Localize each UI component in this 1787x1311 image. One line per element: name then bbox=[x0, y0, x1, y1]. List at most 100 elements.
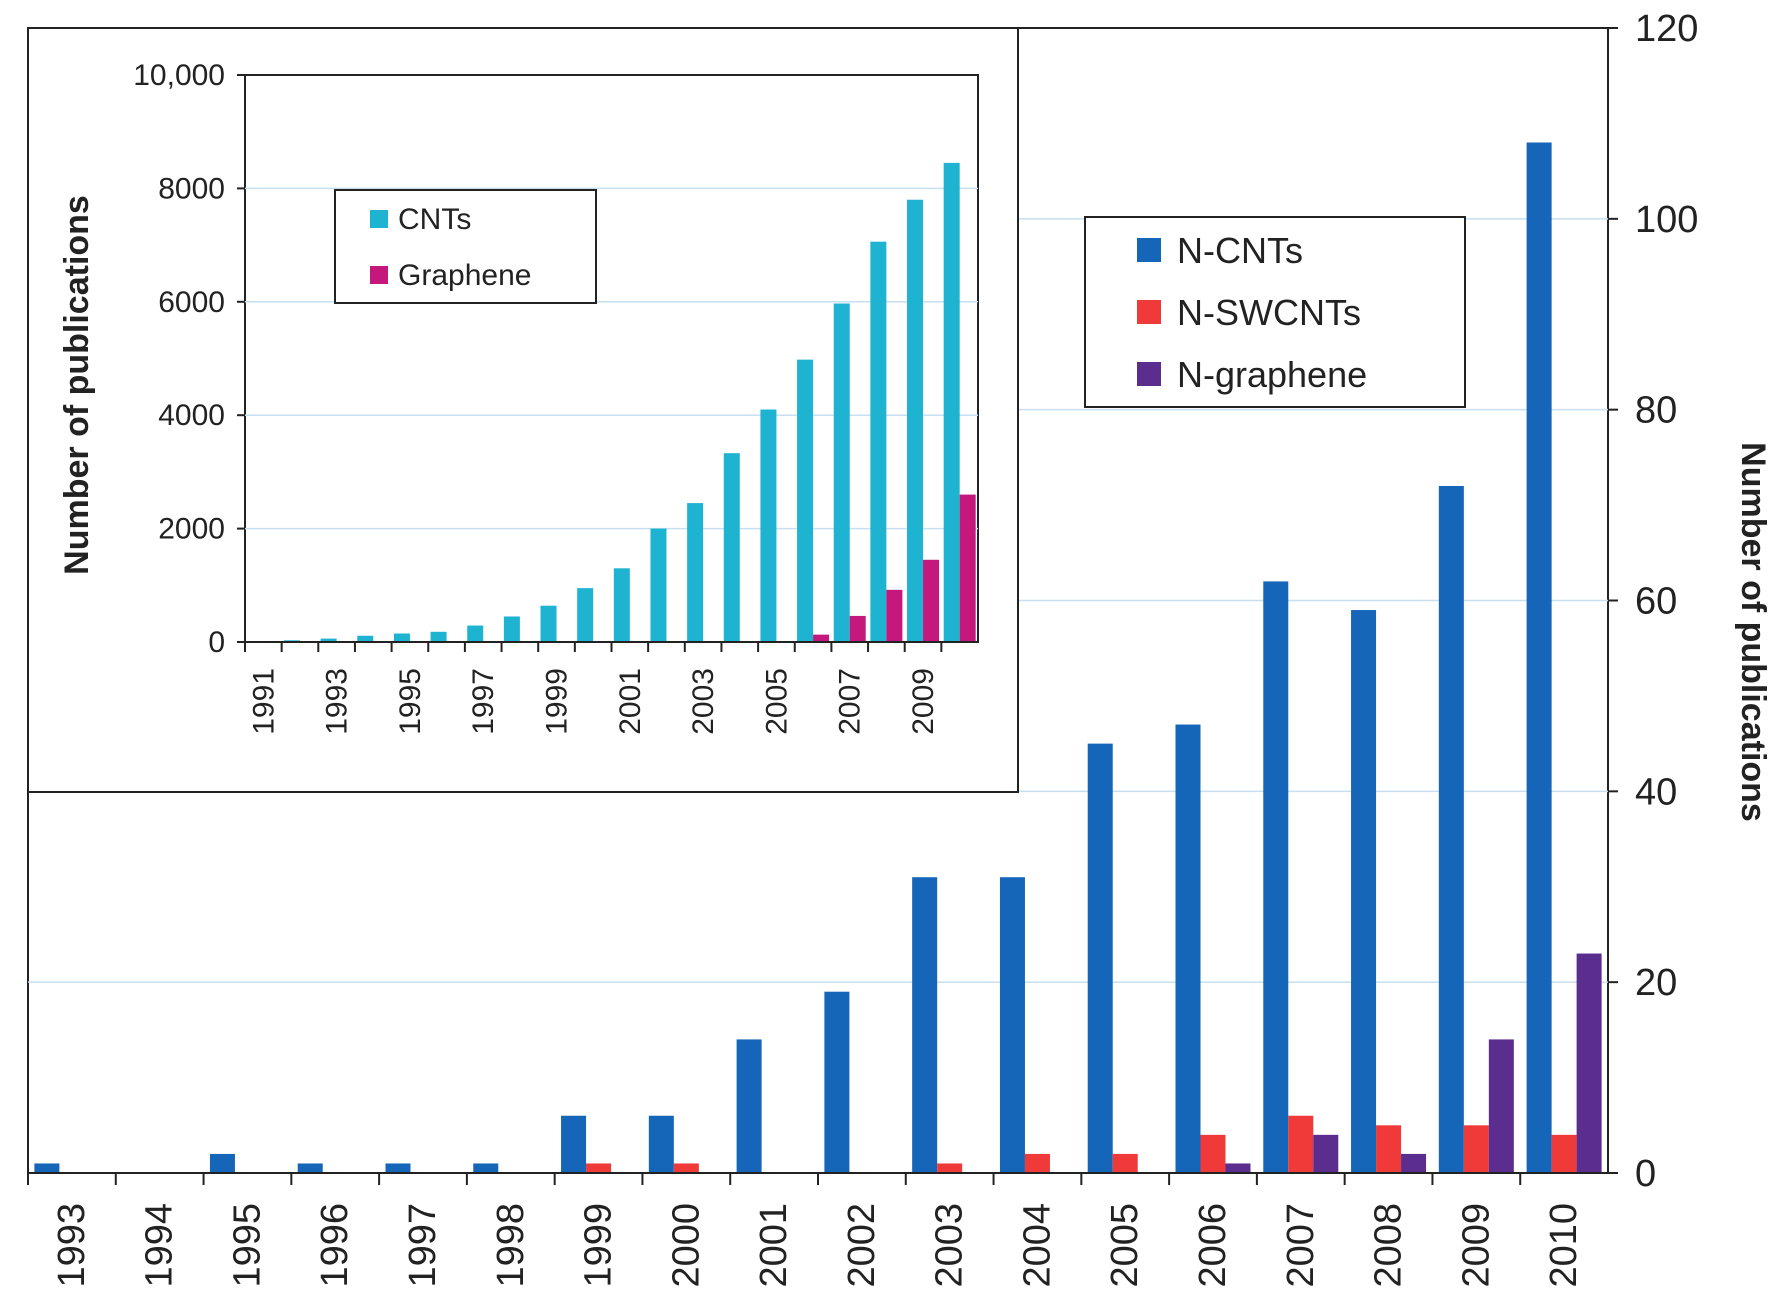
inset-x-tick-label: 2001 bbox=[614, 668, 647, 735]
bar-n-cnts-1993 bbox=[34, 1163, 60, 1173]
bar-n-graphene-2007 bbox=[1313, 1134, 1339, 1173]
main-x-tick-label: 2007 bbox=[1280, 1203, 1322, 1288]
inset-y-axis-title: Number of publications bbox=[58, 195, 96, 575]
legend-label-n-graphene: N-graphene bbox=[1177, 354, 1367, 395]
main-y-tick-label: 60 bbox=[1635, 581, 1677, 623]
inset-x-tick-label: 1995 bbox=[394, 668, 427, 735]
inset-bars bbox=[247, 162, 976, 643]
inset-y-tick-label: 10,000 bbox=[133, 59, 225, 92]
legend-label-graphene: Graphene bbox=[398, 259, 531, 292]
bar-n-swcnts-2010 bbox=[1551, 1134, 1577, 1173]
inset-bar-cnts-2005 bbox=[760, 409, 777, 642]
legend-swatch-n-swcnts bbox=[1137, 300, 1161, 324]
bar-n-graphene-2009 bbox=[1488, 1039, 1514, 1173]
main-y-tick-label: 0 bbox=[1635, 1153, 1656, 1195]
bar-n-cnts-2001 bbox=[736, 1039, 762, 1173]
bar-n-cnts-2007 bbox=[1263, 581, 1289, 1173]
legend-swatch-graphene bbox=[370, 266, 388, 284]
inset-bar-cnts-1994 bbox=[357, 635, 374, 642]
bar-n-swcnts-2006 bbox=[1200, 1134, 1226, 1173]
bar-n-cnts-1999 bbox=[561, 1115, 587, 1173]
inset-x-tick-label: 1993 bbox=[321, 668, 354, 735]
inset-bar-cnts-1995 bbox=[393, 633, 410, 642]
inset-plot-frame bbox=[244, 74, 979, 643]
inset-bar-graphene-2008 bbox=[886, 589, 903, 642]
main-y-ticks: 0 20 40 60 80 100 120 bbox=[1608, 8, 1698, 1195]
bar-n-graphene-2008 bbox=[1401, 1153, 1427, 1173]
main-x-tick-label: 2003 bbox=[929, 1203, 971, 1288]
bar-n-cnts-1996 bbox=[297, 1163, 323, 1173]
inset-bar-cnts-2003 bbox=[687, 503, 704, 642]
legend-swatch-cnts bbox=[370, 210, 388, 228]
bar-n-cnts-1998 bbox=[473, 1163, 499, 1173]
bar-n-swcnts-2003 bbox=[937, 1163, 963, 1173]
bar-n-cnts-2004 bbox=[999, 877, 1025, 1173]
bar-n-cnts-2009 bbox=[1438, 486, 1464, 1173]
bar-n-cnts-2002 bbox=[824, 991, 850, 1173]
main-bars bbox=[34, 142, 1602, 1173]
main-y-axis-title: Number of publications bbox=[1734, 442, 1772, 822]
inset-y-tick-label: 8000 bbox=[158, 172, 225, 205]
inset-x-tick-label: 1997 bbox=[467, 668, 500, 735]
main-x-tick-label: 2009 bbox=[1455, 1203, 1497, 1288]
inset-bar-cnts-2000 bbox=[577, 588, 594, 642]
inset-bar-cnts-2009 bbox=[907, 199, 924, 643]
main-y-tick-label: 40 bbox=[1635, 771, 1677, 813]
inset-legend: CNTs Graphene bbox=[334, 189, 597, 304]
legend-label-cnts: CNTs bbox=[398, 203, 471, 236]
main-x-tick-label: 2000 bbox=[665, 1203, 707, 1288]
inset-x-tick-label: 2005 bbox=[760, 668, 793, 735]
inset-x-tick-label: 2003 bbox=[687, 668, 720, 735]
inset-y-tick-label: 6000 bbox=[158, 286, 225, 319]
main-y-tick-label: 20 bbox=[1635, 962, 1677, 1004]
bar-n-cnts-2000 bbox=[648, 1115, 674, 1173]
main-x-tick-label: 2001 bbox=[753, 1203, 795, 1288]
main-x-tick-label: 1997 bbox=[402, 1203, 444, 1288]
bar-n-swcnts-2007 bbox=[1288, 1115, 1314, 1173]
main-legend: N-CNTs N-SWCNTs N-graphene bbox=[1084, 216, 1466, 408]
bar-n-swcnts-2008 bbox=[1376, 1125, 1402, 1173]
bar-n-cnts-2003 bbox=[912, 877, 938, 1173]
bar-n-swcnts-2009 bbox=[1463, 1125, 1489, 1173]
inset-x-tick-label: 1991 bbox=[247, 668, 280, 735]
legend-swatch-n-cnts bbox=[1137, 238, 1161, 262]
inset-bar-graphene-2010 bbox=[959, 494, 976, 642]
main-y-tick-label: 120 bbox=[1635, 8, 1698, 50]
main-x-tick-label: 1994 bbox=[139, 1203, 181, 1288]
inset-bar-cnts-2004 bbox=[723, 453, 740, 642]
main-x-tick-label: 2004 bbox=[1016, 1203, 1058, 1288]
main-x-tick-label: 2010 bbox=[1543, 1203, 1585, 1288]
inset-legend-box bbox=[334, 189, 597, 304]
inset-bar-cnts-2010 bbox=[943, 162, 960, 642]
main-x-tick-label: 2006 bbox=[1192, 1203, 1234, 1288]
bar-n-swcnts-2005 bbox=[1112, 1153, 1138, 1173]
bar-n-cnts-2006 bbox=[1175, 724, 1201, 1173]
main-x-tick-label: 1993 bbox=[51, 1203, 93, 1288]
inset-bar-cnts-2002 bbox=[650, 528, 667, 642]
legend-label-n-cnts: N-CNTs bbox=[1177, 230, 1303, 271]
inset-y-ticks: 0 2000 4000 6000 8000 10,000 bbox=[133, 59, 245, 659]
bar-n-cnts-2005 bbox=[1087, 743, 1113, 1173]
bar-n-cnts-2008 bbox=[1351, 610, 1377, 1173]
inset-y-tick-label: 2000 bbox=[158, 513, 225, 546]
inset-bar-cnts-2001 bbox=[613, 568, 630, 642]
inset-bar-graphene-2009 bbox=[923, 559, 940, 642]
inset-y-tick-label: 4000 bbox=[158, 399, 225, 432]
inset-bar-cnts-1997 bbox=[467, 625, 484, 642]
main-x-tick-label: 1998 bbox=[490, 1203, 532, 1288]
legend-label-n-swcnts: N-SWCNTs bbox=[1177, 292, 1361, 333]
main-y-tick-label: 80 bbox=[1635, 390, 1677, 432]
inset-bar-cnts-1999 bbox=[540, 605, 557, 642]
main-x-tick-label: 2002 bbox=[841, 1203, 883, 1288]
inset-y-tick-label: 0 bbox=[208, 626, 225, 659]
bar-n-graphene-2010 bbox=[1576, 953, 1602, 1173]
bar-n-cnts-2010 bbox=[1526, 142, 1552, 1173]
inset-bar-cnts-2006 bbox=[797, 359, 814, 642]
bar-n-cnts-1997 bbox=[385, 1163, 411, 1173]
main-y-tick-label: 100 bbox=[1635, 199, 1698, 241]
legend-swatch-n-graphene bbox=[1137, 362, 1161, 386]
bar-n-graphene-2006 bbox=[1225, 1163, 1251, 1173]
inset-bar-cnts-2007 bbox=[833, 303, 850, 642]
inset-x-tick-label: 2007 bbox=[834, 668, 867, 735]
